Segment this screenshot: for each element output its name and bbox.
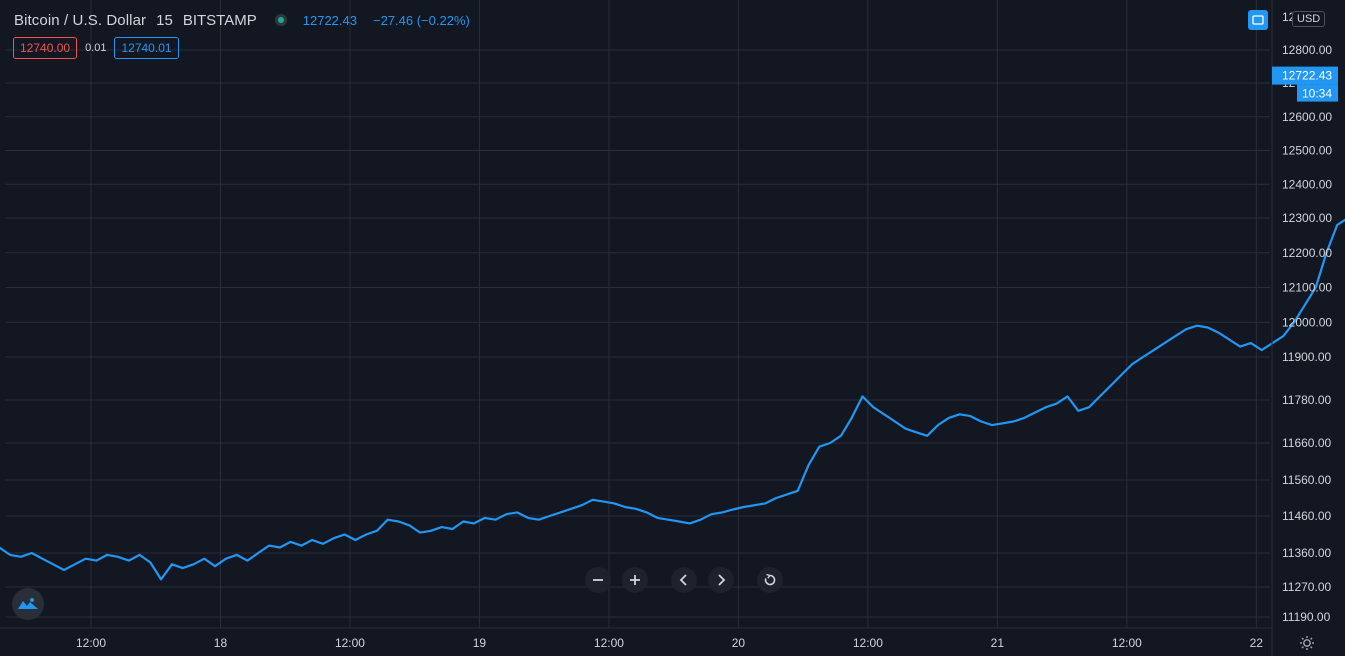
bar-countdown-label: 10:34	[1302, 87, 1332, 101]
x-tick-label: 12:00	[76, 636, 106, 650]
spread-value: 0.01	[85, 42, 107, 54]
x-tick-label: 12:00	[594, 636, 624, 650]
y-tick-label: 11660.00	[1282, 436, 1331, 450]
minus-icon	[593, 579, 603, 581]
last-price-axis-label: 12722.43	[1282, 69, 1332, 83]
interval-label[interactable]: 15	[156, 11, 173, 29]
reset-chart-button[interactable]	[757, 567, 783, 593]
price-labels: 12722.43 10:34	[1272, 66, 1338, 102]
x-tick-label: 18	[214, 636, 228, 650]
y-tick-label: 11560.00	[1282, 473, 1331, 487]
y-tick-label: 11780.00	[1282, 393, 1331, 407]
y-tick-label: 11190.00	[1282, 610, 1331, 624]
price-series	[0, 218, 1345, 581]
reset-icon	[764, 573, 776, 586]
ask-price[interactable]: 12740.01	[114, 37, 179, 59]
y-tick-label: 12300.00	[1282, 211, 1332, 225]
bid-ask-panel: 12740.00 0.01 12740.01	[13, 37, 179, 59]
chevron-right-icon	[718, 574, 726, 586]
gear-icon[interactable]	[1297, 633, 1317, 653]
symbol-header: Bitcoin / U.S. Dollar 15 BITSTAMP 12722.…	[14, 10, 470, 30]
currency-badge[interactable]: USD	[1292, 11, 1326, 27]
plus-icon	[630, 575, 640, 585]
scroll-left-button[interactable]	[671, 567, 697, 593]
last-price: 12722.43	[302, 12, 357, 28]
chevron-left-icon	[679, 574, 687, 586]
scroll-right-button[interactable]	[708, 567, 734, 593]
screenshot-icon[interactable]	[1248, 10, 1268, 30]
x-tick-label: 19	[473, 636, 487, 650]
symbol-name[interactable]: Bitcoin / U.S. Dollar	[14, 11, 147, 29]
x-tick-label: 21	[991, 636, 1005, 650]
series-line	[0, 218, 1345, 581]
y-tick-label: 12600.00	[1282, 110, 1332, 124]
tradingview-logo-icon[interactable]	[12, 588, 44, 620]
y-tick-label: 11360.00	[1282, 546, 1331, 560]
x-tick-label: 12:00	[1112, 636, 1142, 650]
y-tick-label: 11900.00	[1282, 350, 1331, 364]
market-status-icon	[274, 14, 287, 26]
y-tick-label: 12100.00	[1282, 281, 1332, 295]
x-tick-label: 12:00	[853, 636, 883, 650]
y-tick-label: 12200.00	[1282, 246, 1332, 260]
zoom-in-button[interactable]	[622, 567, 648, 593]
x-tick-label: 20	[732, 636, 746, 650]
grid	[5, 0, 1270, 628]
countdown-marker	[1297, 84, 1338, 102]
last-price-marker	[1272, 66, 1338, 85]
y-tick-label: 12400.00	[1282, 177, 1332, 191]
exchange-label: BITSTAMP	[182, 11, 257, 29]
y-tick-label: 11460.00	[1282, 509, 1331, 523]
x-tick-label: 12:00	[335, 636, 365, 650]
x-tick-label: 22	[1250, 636, 1264, 650]
zoom-out-button[interactable]	[585, 567, 611, 593]
y-tick-label: 11270.00	[1282, 580, 1331, 594]
y-tick-label: 12000.00	[1282, 315, 1332, 329]
bid-price[interactable]: 12740.00	[13, 37, 78, 59]
y-tick-label: 12500.00	[1282, 144, 1332, 158]
price-change: −27.46 (−0.22%)	[372, 12, 470, 28]
y-tick-label: 12800.00	[1282, 43, 1332, 57]
